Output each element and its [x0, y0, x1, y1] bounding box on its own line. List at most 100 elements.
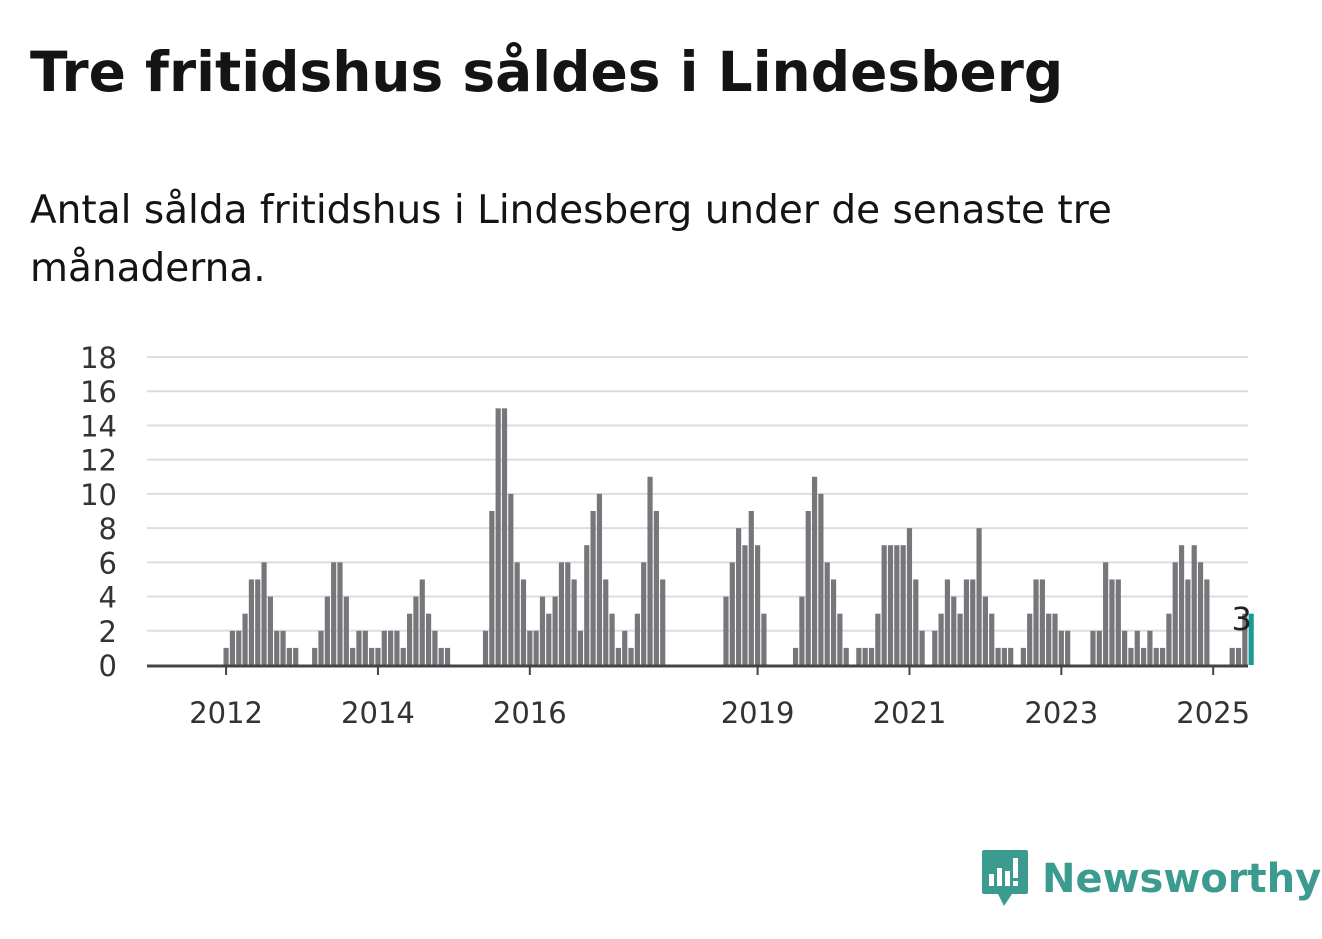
bar: [331, 562, 337, 665]
bar: [1027, 613, 1033, 665]
bar: [1122, 630, 1128, 665]
bar: [1020, 647, 1026, 665]
bar: [1147, 630, 1153, 665]
y-tick-label: 14: [80, 409, 117, 443]
bar: [394, 630, 400, 665]
bar: [862, 647, 868, 665]
bar: [837, 613, 843, 665]
bar: [634, 613, 640, 665]
bar: [1109, 579, 1115, 665]
x-tick-label: 2023: [1024, 696, 1098, 730]
bar: [337, 562, 343, 665]
bar: [293, 647, 299, 665]
bar: [489, 511, 495, 665]
bar: [546, 613, 552, 665]
bar: [482, 630, 489, 665]
bar: [963, 579, 970, 665]
bar: [1141, 647, 1147, 665]
bar: [248, 579, 254, 665]
bar: [868, 647, 875, 665]
bar: [843, 647, 849, 665]
bar: [375, 647, 381, 665]
bar: [501, 408, 508, 665]
bar: [520, 579, 527, 665]
bar: [938, 613, 944, 665]
bar: [818, 493, 824, 665]
bar: [1134, 630, 1140, 665]
bar: [1115, 579, 1121, 665]
bar: [1033, 579, 1039, 665]
bar-highlight: [1248, 613, 1254, 665]
bar: [995, 647, 1001, 665]
gridlines: [147, 356, 1248, 632]
bar: [1242, 613, 1248, 665]
bar: [1065, 630, 1071, 665]
bar: [622, 630, 628, 665]
bar: [324, 596, 330, 665]
bar: [1052, 613, 1058, 665]
bar: [413, 596, 419, 665]
bar: [508, 493, 514, 665]
bar: [1191, 545, 1197, 665]
bar: [976, 528, 982, 665]
bar: [565, 562, 571, 665]
bar: [894, 545, 900, 665]
bar: [407, 613, 413, 665]
bar: [261, 562, 267, 665]
bar: [603, 579, 609, 665]
bar: [805, 511, 811, 665]
bar: [900, 545, 906, 665]
bar: [267, 596, 273, 665]
x-tick-label: 2016: [493, 696, 567, 730]
bar: [590, 511, 596, 665]
bar: [362, 630, 368, 665]
bar: [951, 596, 957, 665]
y-tick-label: 8: [99, 512, 117, 546]
bar: [755, 545, 761, 665]
bar: [982, 596, 988, 665]
x-tick-label: 2012: [189, 696, 263, 730]
bar: [1235, 647, 1242, 665]
bar: [729, 562, 735, 665]
y-tick-label: 10: [80, 478, 117, 512]
brand-name: Newsworthy: [1042, 856, 1322, 902]
bar: [660, 579, 666, 665]
bar: [647, 476, 653, 665]
bar: [1058, 630, 1064, 665]
x-tick-label: 2019: [721, 696, 795, 730]
bar: [1103, 562, 1109, 665]
bar: [824, 562, 830, 665]
bar: [875, 613, 881, 665]
bar: [1001, 647, 1007, 665]
y-tick-label: 4: [99, 581, 117, 615]
bar: [229, 630, 236, 665]
bar: [919, 630, 925, 665]
bar: [438, 647, 444, 665]
bar: [495, 408, 501, 665]
bar: [1046, 613, 1052, 665]
bar: [425, 613, 432, 665]
bar: [242, 613, 248, 665]
bar: [527, 630, 533, 665]
bar: [615, 647, 621, 665]
bar: [1178, 545, 1185, 665]
bar: [1159, 647, 1166, 665]
x-axis-ticks: 2012 2014 2016 2019 2021 2023 2025: [189, 666, 1250, 730]
bar: [577, 630, 584, 665]
bar: [318, 630, 324, 665]
bar: [356, 630, 362, 665]
bar: [350, 647, 356, 665]
brand-logo: Newsworthy: [980, 848, 1321, 910]
bar: [514, 562, 520, 665]
bar: [571, 579, 577, 665]
bar: [274, 630, 280, 665]
bar: [1204, 579, 1210, 665]
bar: [596, 493, 603, 665]
y-tick-label: 2: [99, 615, 117, 649]
bar: [906, 528, 913, 665]
bar: [736, 528, 742, 665]
bar: [444, 647, 451, 665]
bar: [641, 562, 647, 665]
bar: [312, 647, 318, 665]
